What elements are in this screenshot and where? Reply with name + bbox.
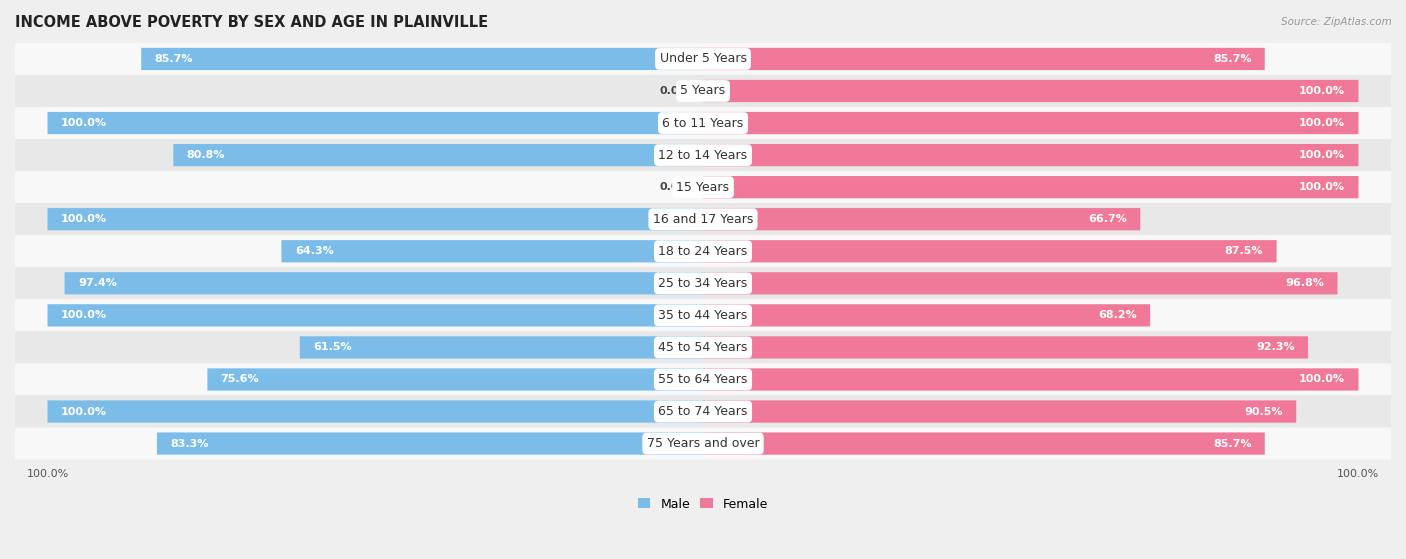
Text: 100.0%: 100.0%: [60, 118, 107, 128]
FancyBboxPatch shape: [15, 75, 1391, 107]
Text: 80.8%: 80.8%: [187, 150, 225, 160]
FancyBboxPatch shape: [703, 112, 1358, 134]
Text: 100.0%: 100.0%: [1299, 182, 1346, 192]
Text: 6 to 11 Years: 6 to 11 Years: [662, 116, 744, 130]
FancyBboxPatch shape: [703, 400, 1296, 423]
FancyBboxPatch shape: [15, 267, 1391, 299]
FancyBboxPatch shape: [299, 337, 703, 358]
FancyBboxPatch shape: [15, 363, 1391, 395]
FancyBboxPatch shape: [281, 240, 703, 262]
FancyBboxPatch shape: [703, 144, 1358, 166]
Text: 83.3%: 83.3%: [170, 439, 208, 448]
FancyBboxPatch shape: [703, 176, 1358, 198]
Text: 100.0%: 100.0%: [1299, 86, 1346, 96]
Text: 5 Years: 5 Years: [681, 84, 725, 97]
FancyBboxPatch shape: [15, 43, 1391, 75]
Text: 85.7%: 85.7%: [1213, 439, 1251, 448]
Text: 55 to 64 Years: 55 to 64 Years: [658, 373, 748, 386]
Text: 45 to 54 Years: 45 to 54 Years: [658, 341, 748, 354]
Text: 85.7%: 85.7%: [1213, 54, 1251, 64]
FancyBboxPatch shape: [15, 299, 1391, 331]
FancyBboxPatch shape: [703, 304, 1150, 326]
FancyBboxPatch shape: [703, 272, 1337, 295]
FancyBboxPatch shape: [141, 48, 703, 70]
FancyBboxPatch shape: [48, 112, 703, 134]
FancyBboxPatch shape: [65, 272, 703, 295]
Text: 90.5%: 90.5%: [1244, 406, 1282, 416]
Text: 15 Years: 15 Years: [676, 181, 730, 193]
FancyBboxPatch shape: [703, 48, 1265, 70]
Text: Under 5 Years: Under 5 Years: [659, 53, 747, 65]
Text: 18 to 24 Years: 18 to 24 Years: [658, 245, 748, 258]
Text: 75.6%: 75.6%: [221, 375, 259, 385]
FancyBboxPatch shape: [208, 368, 703, 391]
Text: 35 to 44 Years: 35 to 44 Years: [658, 309, 748, 322]
Text: 100.0%: 100.0%: [1299, 150, 1346, 160]
Text: Source: ZipAtlas.com: Source: ZipAtlas.com: [1281, 17, 1392, 27]
Text: 92.3%: 92.3%: [1256, 343, 1295, 352]
Text: 66.7%: 66.7%: [1088, 214, 1128, 224]
Legend: Male, Female: Male, Female: [633, 492, 773, 515]
FancyBboxPatch shape: [703, 368, 1358, 391]
Text: 100.0%: 100.0%: [60, 310, 107, 320]
FancyBboxPatch shape: [15, 428, 1391, 459]
FancyBboxPatch shape: [48, 304, 703, 326]
Text: 12 to 14 Years: 12 to 14 Years: [658, 149, 748, 162]
Text: 85.7%: 85.7%: [155, 54, 193, 64]
Text: 96.8%: 96.8%: [1285, 278, 1324, 288]
Text: 0.0%: 0.0%: [659, 86, 690, 96]
Text: 64.3%: 64.3%: [295, 247, 333, 256]
FancyBboxPatch shape: [15, 107, 1391, 139]
Text: 87.5%: 87.5%: [1225, 247, 1263, 256]
FancyBboxPatch shape: [703, 433, 1265, 454]
Text: INCOME ABOVE POVERTY BY SEX AND AGE IN PLAINVILLE: INCOME ABOVE POVERTY BY SEX AND AGE IN P…: [15, 15, 488, 30]
FancyBboxPatch shape: [703, 80, 1358, 102]
FancyBboxPatch shape: [15, 171, 1391, 203]
FancyBboxPatch shape: [703, 337, 1308, 358]
FancyBboxPatch shape: [48, 208, 703, 230]
FancyBboxPatch shape: [173, 144, 703, 166]
FancyBboxPatch shape: [15, 331, 1391, 363]
Text: 68.2%: 68.2%: [1098, 310, 1137, 320]
Text: 75 Years and over: 75 Years and over: [647, 437, 759, 450]
FancyBboxPatch shape: [15, 203, 1391, 235]
Text: 100.0%: 100.0%: [1299, 118, 1346, 128]
FancyBboxPatch shape: [703, 208, 1140, 230]
FancyBboxPatch shape: [703, 240, 1277, 262]
Text: 97.4%: 97.4%: [77, 278, 117, 288]
FancyBboxPatch shape: [157, 433, 703, 454]
FancyBboxPatch shape: [15, 235, 1391, 267]
Text: 65 to 74 Years: 65 to 74 Years: [658, 405, 748, 418]
Text: 100.0%: 100.0%: [1299, 375, 1346, 385]
FancyBboxPatch shape: [15, 395, 1391, 428]
Text: 0.0%: 0.0%: [659, 182, 690, 192]
FancyBboxPatch shape: [48, 400, 703, 423]
Text: 61.5%: 61.5%: [314, 343, 352, 352]
Text: 100.0%: 100.0%: [60, 214, 107, 224]
FancyBboxPatch shape: [15, 139, 1391, 171]
Text: 16 and 17 Years: 16 and 17 Years: [652, 213, 754, 226]
Text: 100.0%: 100.0%: [60, 406, 107, 416]
Text: 25 to 34 Years: 25 to 34 Years: [658, 277, 748, 290]
